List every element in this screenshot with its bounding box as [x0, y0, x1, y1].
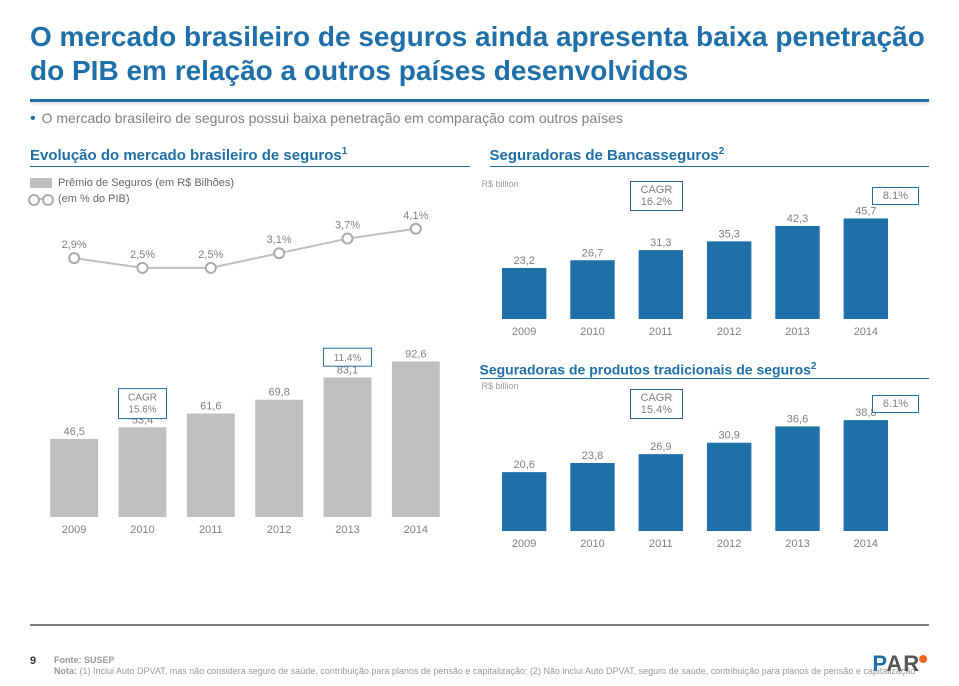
svg-text:2,9%: 2,9%	[62, 239, 87, 251]
svg-text:2013: 2013	[335, 524, 359, 536]
cagr-br-2: 6.1%	[872, 395, 919, 413]
svg-text:2010: 2010	[580, 326, 604, 338]
svg-text:2009: 2009	[511, 326, 535, 338]
bullet-text: O mercado brasileiro de seguros possui b…	[42, 110, 623, 128]
svg-text:2012: 2012	[716, 326, 740, 338]
page-title: O mercado brasileiro de seguros ainda ap…	[30, 20, 929, 87]
svg-text:2012: 2012	[267, 524, 291, 536]
cagr-br-1: CAGR 15.4%	[630, 389, 684, 419]
legend2: (em % do PIB)	[30, 193, 460, 205]
legend-bar-icon	[30, 178, 52, 188]
svg-text:2011: 2011	[199, 524, 223, 536]
svg-text:15.6%: 15.6%	[128, 404, 156, 415]
svg-text:2013: 2013	[785, 326, 809, 338]
svg-text:92,6: 92,6	[405, 348, 426, 360]
svg-text:61,6: 61,6	[200, 400, 221, 412]
cagr-tr-2: 8.1%	[872, 187, 919, 205]
right-sub-title: Seguradoras de produtos tradicionais de …	[480, 361, 930, 380]
svg-text:2011: 2011	[649, 538, 673, 550]
svg-text:2014: 2014	[853, 538, 877, 550]
svg-text:2009: 2009	[511, 538, 535, 550]
cagr-tr-1: CAGR 16.2%	[630, 181, 684, 211]
left-chart: 46,553,461,669,883,192,62009201020112012…	[30, 209, 460, 539]
svg-text:23,8: 23,8	[581, 450, 602, 462]
svg-text:30,9: 30,9	[718, 430, 739, 442]
page-number: 9	[30, 655, 54, 667]
svg-text:11.4%: 11.4%	[334, 353, 362, 364]
svg-text:23,2: 23,2	[513, 255, 534, 267]
svg-text:3,1%: 3,1%	[267, 234, 292, 246]
svg-text:2011: 2011	[649, 326, 673, 338]
bullet-row: • O mercado brasileiro de seguros possui…	[30, 110, 929, 128]
legend: Prêmio de Seguros (em R$ Bilhões)	[30, 177, 460, 189]
svg-text:2014: 2014	[404, 524, 428, 536]
svg-text:42,3: 42,3	[786, 213, 807, 225]
svg-text:2009: 2009	[62, 524, 86, 536]
svg-text:69,8: 69,8	[268, 387, 289, 399]
svg-text:36,6: 36,6	[786, 414, 807, 426]
legend-bar-text: Prêmio de Seguros (em R$ Bilhões)	[58, 177, 234, 189]
svg-text:35,3: 35,3	[718, 228, 739, 240]
bullet-icon: •	[30, 110, 36, 128]
svg-text:26,9: 26,9	[650, 442, 671, 454]
unit-bot: R$ billion	[482, 381, 930, 391]
svg-text:2010: 2010	[130, 524, 154, 536]
legend-line-icon	[30, 198, 52, 200]
svg-text:2012: 2012	[716, 538, 740, 550]
unit-top: R$ billion	[482, 179, 930, 189]
svg-text:4,1%: 4,1%	[403, 210, 428, 222]
footer: 9 Fonte: SUSEP Nota: (1) Inclui Auto DPV…	[30, 655, 929, 678]
right-section-title: Seguradoras de Bancasseguros2	[490, 146, 930, 167]
svg-text:2,5%: 2,5%	[130, 249, 155, 261]
svg-text:45,7: 45,7	[855, 205, 876, 217]
svg-text:26,7: 26,7	[581, 247, 602, 259]
title-rule	[30, 99, 929, 102]
logo: PAR•	[872, 646, 929, 678]
svg-text:2010: 2010	[580, 538, 604, 550]
svg-text:CAGR: CAGR	[128, 392, 157, 403]
footnotes: Fonte: SUSEP Nota: (1) Inclui Auto DPVAT…	[54, 655, 915, 678]
svg-text:2014: 2014	[853, 326, 877, 338]
left-section-title: Evolução do mercado brasileiro de seguro…	[30, 146, 470, 167]
svg-text:2,5%: 2,5%	[198, 249, 223, 261]
svg-text:20,6: 20,6	[513, 460, 534, 472]
legend-line-text: (em % do PIB)	[58, 193, 130, 205]
top-right-chart: 23,2 26,7 31,3 35,3 42,3 45,7 2009 2010 2011 2012…	[480, 191, 910, 341]
bot-right-chart: 20,623,826,930,936,638,82009201020112012…	[480, 393, 910, 553]
svg-text:31,3: 31,3	[650, 237, 671, 249]
svg-text:3,7%: 3,7%	[335, 219, 360, 231]
svg-text:46,5: 46,5	[63, 426, 84, 438]
footer-rule	[30, 624, 929, 626]
svg-text:2013: 2013	[785, 538, 809, 550]
